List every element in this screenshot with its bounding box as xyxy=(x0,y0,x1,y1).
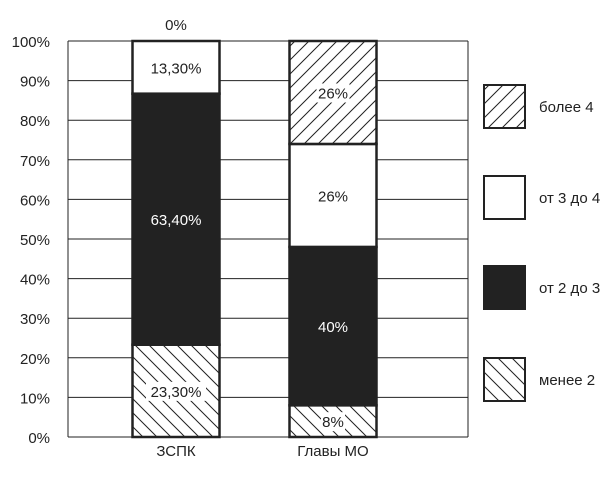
data-label: 26% xyxy=(318,188,348,205)
y-tick-label: 40% xyxy=(20,272,50,289)
data-label: 26% xyxy=(318,85,348,102)
bar-segment xyxy=(288,142,378,249)
legend-label: от 2 до 3 xyxy=(539,280,600,297)
data-label-bg xyxy=(321,412,345,432)
data-label: 23,30% xyxy=(151,384,202,401)
data-label: 40% xyxy=(318,319,348,336)
data-label-bg xyxy=(316,83,350,103)
x-category-label: ЗСПК xyxy=(156,443,196,460)
data-label: 0% xyxy=(165,17,187,34)
x-category-label: Главы МО xyxy=(297,443,368,460)
y-tick-label: 0% xyxy=(28,430,50,447)
legend-swatch xyxy=(483,84,526,129)
legend-label: от 3 до 4 xyxy=(539,190,600,207)
data-label: 13,30% xyxy=(151,60,202,77)
y-tick-label: 70% xyxy=(20,153,50,170)
legend-label: более 4 xyxy=(539,99,594,116)
legend-swatch xyxy=(483,175,526,220)
y-tick-label: 90% xyxy=(20,74,50,91)
axis-layer: 0% 10% 20% 30% 40% 50% 60% 70% 80% 90% 100% ЗСПК Гла… xyxy=(12,34,369,460)
legend: более 4 от 3 до 4 от 2 до 3 менее 2 xyxy=(483,84,600,402)
data-label: 63,40% xyxy=(151,212,202,229)
data-label-bg xyxy=(146,381,206,401)
bar-segment xyxy=(131,39,221,95)
y-tick-label: 50% xyxy=(20,232,50,249)
y-tick-label: 60% xyxy=(20,192,50,209)
y-tick-label: 10% xyxy=(20,390,50,407)
bar-segment xyxy=(288,245,378,407)
y-tick-label: 30% xyxy=(20,311,50,328)
legend-swatch xyxy=(483,265,526,310)
legend-label: менее 2 xyxy=(539,372,595,389)
bars-layer: 23,30% 63,40% 13,30% 0% 8% 40% 26% 26% xyxy=(131,17,378,439)
y-tick-label: 100% xyxy=(12,34,50,51)
y-tick-label: 20% xyxy=(20,351,50,368)
legend-swatch xyxy=(483,357,526,402)
grid-layer xyxy=(67,40,469,438)
y-tick-label: 80% xyxy=(20,113,50,130)
data-label: 8% xyxy=(322,414,344,431)
